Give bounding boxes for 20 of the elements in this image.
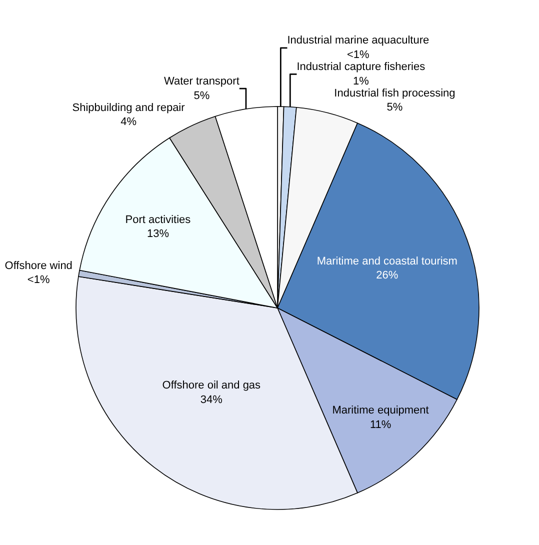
slice-label: Port activities — [125, 214, 192, 226]
data-label: 26% — [376, 270, 398, 282]
slice-label: Offshore wind — [4, 260, 72, 272]
data-label: <1% — [27, 274, 50, 286]
data-label: 13% — [146, 228, 170, 240]
data-label: 4% — [120, 116, 137, 128]
slice-label: Shipbuilding and repair — [72, 102, 186, 114]
data-label: 5% — [386, 102, 403, 114]
slice-label: Industrial fish processing — [334, 87, 456, 100]
slice-label: Maritime equipment — [332, 404, 429, 417]
data-label: 34% — [200, 394, 223, 406]
slice-label: Maritime and coastal tourism — [316, 255, 458, 268]
slice-label: Water transport — [164, 75, 240, 88]
slice-label: Industrial marine aquaculture — [287, 34, 430, 47]
slice-label: Offshore oil and gas — [162, 380, 262, 392]
data-label: 1% — [352, 75, 370, 88]
data-label: 5% — [194, 90, 210, 102]
slice-label: Industrial capture fisheries — [296, 61, 426, 74]
data-label: <1% — [347, 49, 370, 62]
data-label: 11% — [370, 418, 392, 431]
